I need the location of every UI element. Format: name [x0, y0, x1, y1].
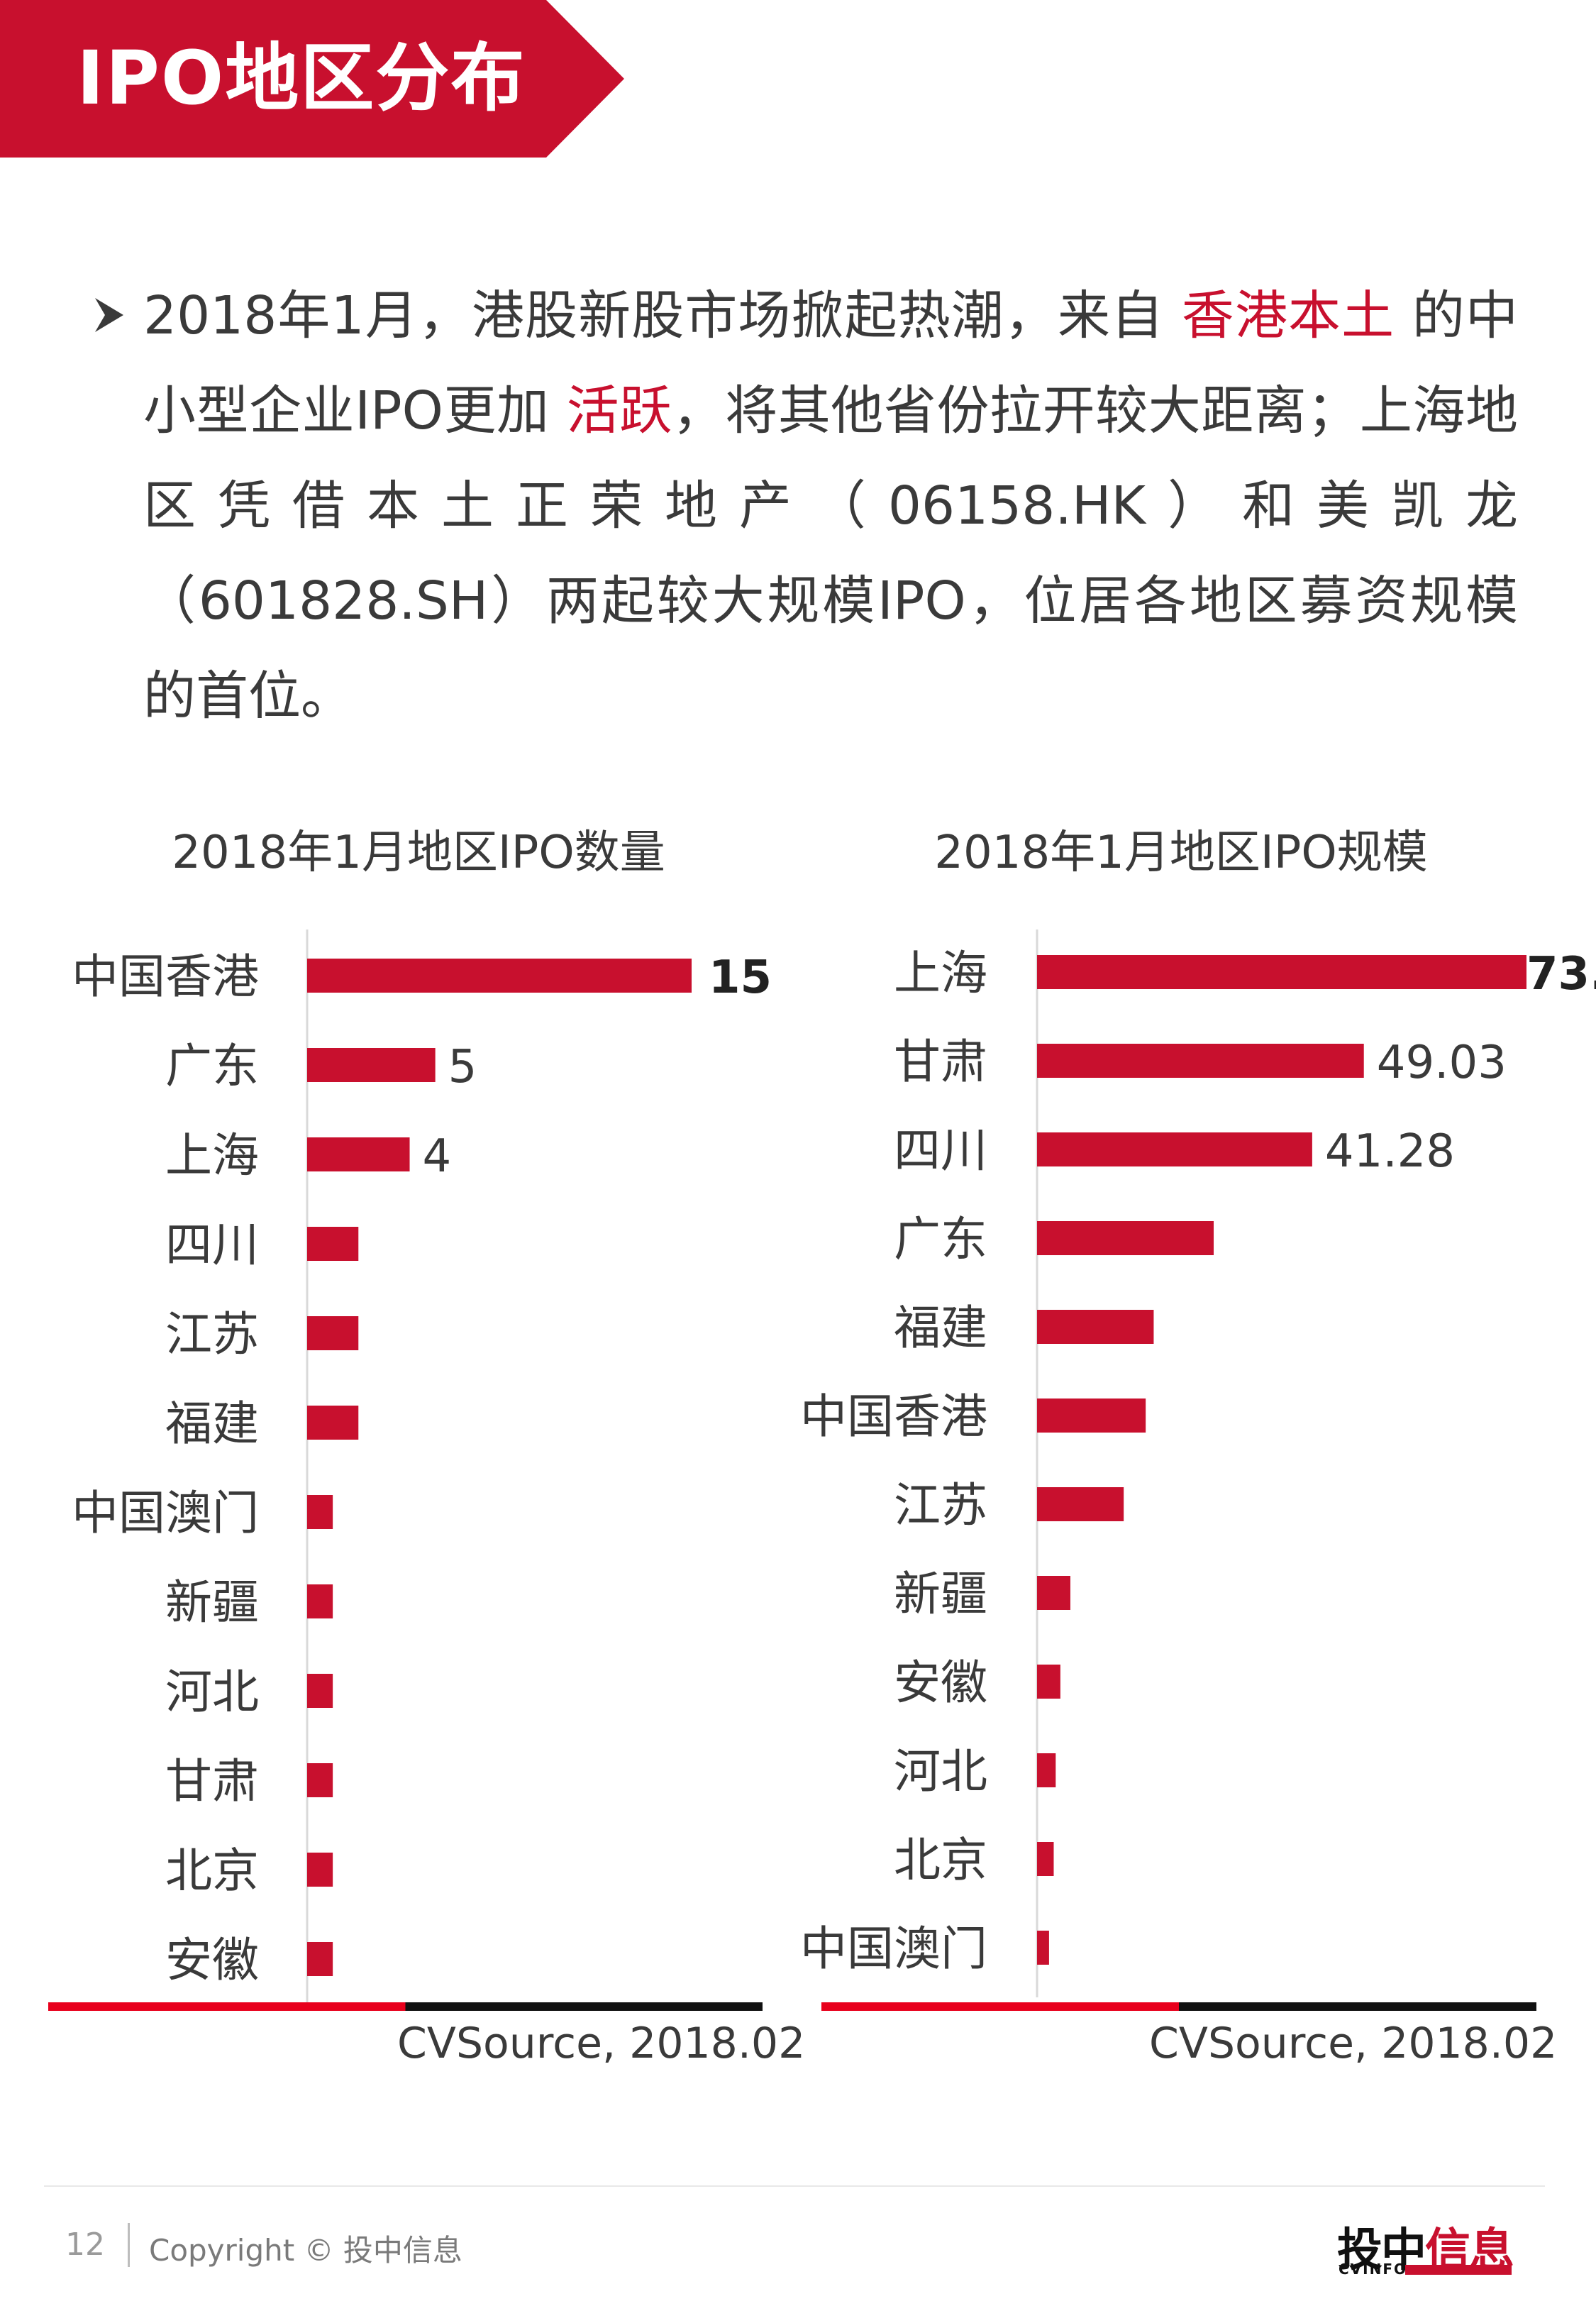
category-label: 上海	[165, 1128, 259, 1183]
bar	[307, 1584, 333, 1618]
bar	[307, 959, 692, 993]
chart-bottom-rule-red	[48, 2002, 406, 2011]
chart-title-count: 2018年1月地区IPO数量	[172, 827, 665, 879]
bar	[1037, 1132, 1312, 1166]
source-note-scale: CVSource, 2018.02	[1149, 2019, 1558, 2068]
value-label: 73.43	[1526, 948, 1596, 1000]
bar	[307, 1495, 333, 1529]
highlight-text: 香港本土	[1181, 285, 1395, 346]
category-label: 广东	[894, 1212, 987, 1267]
bar	[307, 1674, 333, 1708]
category-label: 北京	[894, 1833, 987, 1887]
category-label: 福建	[165, 1396, 259, 1451]
bar	[1037, 1931, 1049, 1965]
category-label: 新疆	[894, 1567, 987, 1621]
page-number: 12	[65, 2227, 105, 2263]
bar	[307, 1853, 333, 1887]
chart-bottom-rule-red	[821, 2002, 1179, 2011]
bar	[1037, 1753, 1056, 1787]
logo-english: CVINFO	[1339, 2261, 1407, 2278]
category-label: 江苏	[894, 1478, 987, 1533]
category-label: 福建	[894, 1301, 987, 1355]
category-label: 河北	[894, 1744, 987, 1799]
bar	[307, 1227, 359, 1261]
arrow-bullet-icon	[95, 298, 123, 332]
category-label: 四川	[894, 1123, 987, 1178]
intro-segment: ，将其他省份拉开较大距离；上海地区凭借本土正荣地产（06158.HK）和美凯龙（…	[143, 380, 1519, 727]
category-label: 四川	[165, 1218, 259, 1272]
bar	[1037, 955, 1526, 989]
bar	[1037, 1487, 1124, 1521]
bar	[1037, 1842, 1054, 1876]
chart-bottom-rule-dark	[1179, 2002, 1536, 2011]
bar	[1037, 1310, 1154, 1344]
intro-segment: 的中小型企业IPO更加	[143, 285, 1518, 441]
chart-title-scale: 2018年1月地区IPO规模	[934, 827, 1428, 879]
bar	[1037, 1221, 1214, 1255]
bar	[307, 1406, 359, 1440]
cvinfo-logo: 投中信息 CVINFO	[1337, 2214, 1522, 2278]
category-label: 新疆	[165, 1575, 259, 1630]
category-label: 北京	[165, 1843, 259, 1898]
bar	[307, 1763, 333, 1797]
category-label: 中国澳门	[800, 1921, 987, 1976]
value-label: 4	[423, 1130, 452, 1183]
footer-divider	[44, 2185, 1545, 2187]
value-label: 49.03	[1377, 1037, 1507, 1089]
page-title: IPO地区分布	[77, 35, 526, 121]
intro-text: 2018年1月，港股新股市场掀起热潮，来自 香港本土 的中小型企业IPO更加 活…	[143, 268, 1518, 744]
category-label: 甘肃	[894, 1035, 987, 1089]
bar	[307, 1942, 333, 1976]
category-label: 中国香港	[72, 949, 259, 1004]
intro-segment: 2018年1月，港股新股市场掀起热潮，来自	[143, 285, 1182, 346]
bar	[1037, 1044, 1364, 1078]
logo-bar	[1405, 2265, 1512, 2275]
bar	[1037, 1665, 1060, 1699]
chart-bottom-rule-dark	[405, 2002, 763, 2011]
value-label: 41.28	[1325, 1125, 1455, 1178]
category-label: 江苏	[165, 1307, 259, 1362]
bar	[1037, 1399, 1146, 1433]
bar	[307, 1048, 436, 1082]
copyright-text: Copyright © 投中信息	[149, 2233, 462, 2268]
category-label: 中国香港	[800, 1389, 987, 1444]
category-label: 安徽	[894, 1655, 987, 1710]
highlight-text: 活跃	[566, 380, 672, 441]
value-label: 5	[448, 1041, 477, 1093]
category-label: 甘肃	[165, 1754, 259, 1809]
category-label: 中国澳门	[72, 1486, 259, 1540]
bar	[307, 1316, 359, 1350]
value-label: 15	[709, 951, 772, 1004]
category-label: 安徽	[165, 1933, 259, 1987]
bar	[1037, 1576, 1070, 1610]
category-label: 上海	[894, 946, 987, 1000]
bar	[307, 1137, 410, 1171]
ipo-scale-chart: 上海 73.43 甘肃 49.03 四川 41.28 广东福建中国香港江苏新疆安徽河北北京中…	[800, 929, 1596, 2011]
footer-separator	[128, 2223, 130, 2267]
source-note-count: CVSource, 2018.02	[397, 2019, 806, 2068]
category-label: 广东	[165, 1039, 259, 1093]
category-label: 河北	[165, 1665, 259, 1719]
header-banner	[0, 0, 624, 158]
